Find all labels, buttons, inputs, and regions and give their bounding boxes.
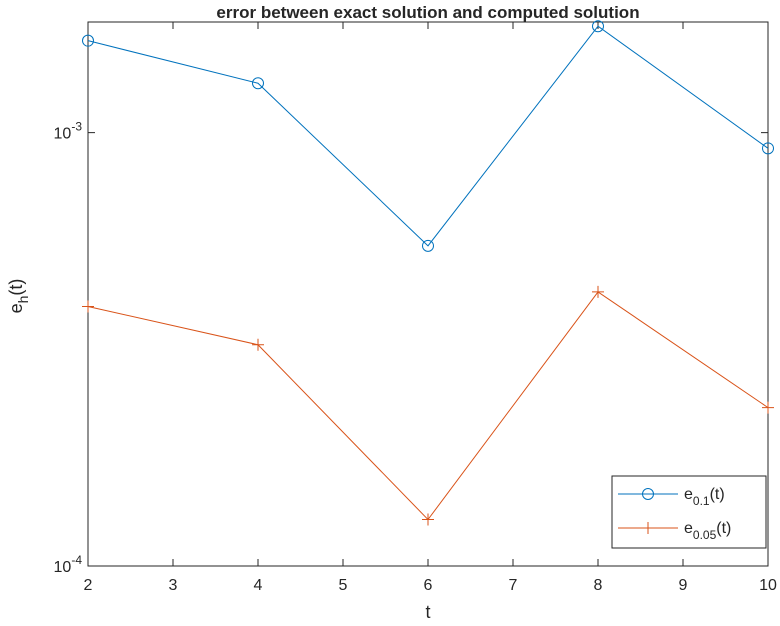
y-tick-base: 10 xyxy=(54,126,72,143)
marker xyxy=(252,338,264,351)
marker xyxy=(252,77,264,90)
chart-title: error between exact solution and compute… xyxy=(216,3,639,22)
y-tick-base: 10 xyxy=(54,559,72,576)
y-tick-label: 10-4 xyxy=(54,553,83,576)
marker xyxy=(82,34,94,47)
x-tick-label: 3 xyxy=(169,577,178,594)
x-tick-label: 5 xyxy=(339,577,348,594)
y-tick-exponent: -4 xyxy=(71,553,82,567)
plot-area xyxy=(87,21,769,567)
legend-box xyxy=(611,475,767,549)
legend-suffix: (t) xyxy=(710,486,725,503)
legend-label: e0.05(t) xyxy=(684,520,731,542)
marker xyxy=(422,239,434,252)
series-line xyxy=(87,25,769,247)
marker xyxy=(592,20,604,33)
x-tick-label: 6 xyxy=(424,577,433,594)
legend-name: e xyxy=(684,520,693,537)
marker xyxy=(592,285,604,298)
x-tick-label: 8 xyxy=(594,577,603,594)
y-label-base: e xyxy=(6,303,26,313)
x-tick-label: 7 xyxy=(509,577,518,594)
x-tick-label: 10 xyxy=(759,577,777,594)
marker xyxy=(762,401,774,414)
legend-suffix: (t) xyxy=(716,520,731,537)
y-tick-exponent: -3 xyxy=(71,120,82,134)
x-tick-label: 2 xyxy=(84,577,93,594)
legend-subscript: 0.1 xyxy=(693,494,710,508)
x-tick-label: 4 xyxy=(254,577,263,594)
x-tick-label: 9 xyxy=(679,577,688,594)
legend-subscript: 0.05 xyxy=(693,528,717,542)
y-label-sub: h xyxy=(15,296,31,304)
x-axis-label: t xyxy=(425,602,430,622)
y-axis-label: eh(t) xyxy=(6,279,31,314)
y-label-suffix: (t) xyxy=(6,279,26,296)
marker xyxy=(82,300,94,313)
legend-name: e xyxy=(684,486,693,503)
y-tick-label: 10-3 xyxy=(54,120,83,143)
legend-label: e0.1(t) xyxy=(684,486,725,508)
legend-marker xyxy=(642,522,654,534)
marker xyxy=(422,513,434,526)
marker xyxy=(762,142,774,155)
legend-marker xyxy=(642,488,654,500)
